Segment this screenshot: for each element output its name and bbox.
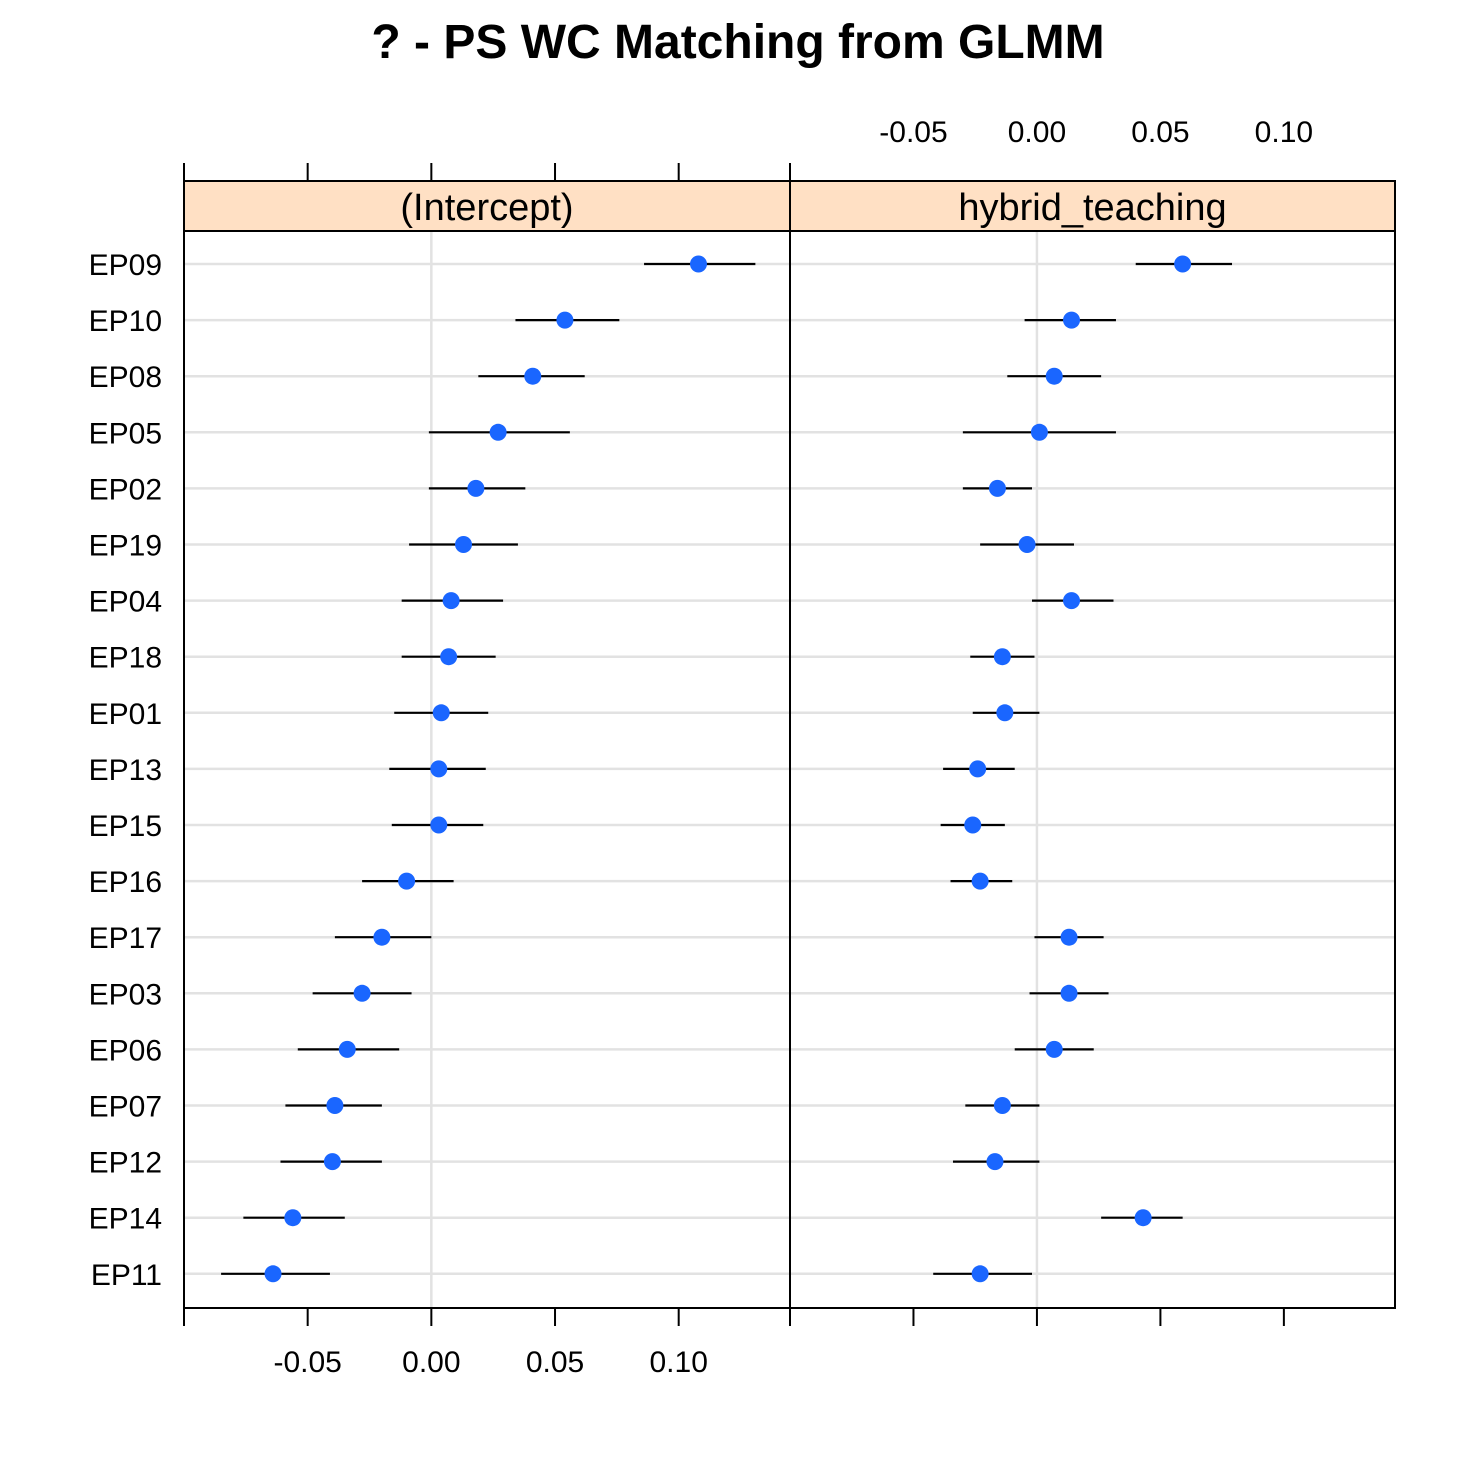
category-label-EP08: EP08 — [89, 361, 162, 394]
category-label-EP04: EP04 — [89, 586, 162, 619]
panel-1-point-EP18 — [440, 648, 458, 666]
panel-1-point-EP08 — [524, 367, 542, 385]
panel-2-point-EP16 — [971, 872, 989, 890]
panel-2-point-EP10 — [1063, 311, 1081, 329]
category-label-EP11: EP11 — [91, 1259, 162, 1292]
panel-1-point-EP12 — [323, 1153, 341, 1171]
panel-2-point-EP14 — [1134, 1209, 1152, 1227]
panel-1-strip-label: (Intercept) — [400, 187, 573, 229]
panel-1-point-EP10 — [556, 311, 574, 329]
panel-1-point-EP07 — [326, 1097, 344, 1114]
bottom-axis-tick-label: -0.05 — [273, 1346, 341, 1379]
category-label-EP12: EP12 — [89, 1147, 162, 1180]
panel-2-point-EP09 — [1174, 255, 1192, 273]
category-label-EP07: EP07 — [89, 1091, 162, 1124]
panel-2-point-EP08 — [1045, 367, 1063, 385]
panel-1-point-EP01 — [432, 704, 450, 722]
category-label-EP02: EP02 — [89, 473, 162, 506]
category-label-EP14: EP14 — [89, 1203, 162, 1236]
panel-2-point-EP13 — [969, 760, 987, 778]
panel-2-point-EP05 — [1030, 423, 1048, 441]
panel-2-point-EP18 — [993, 648, 1011, 666]
panel-2-point-EP17 — [1060, 928, 1078, 946]
top-axis-tick-label: -0.05 — [879, 116, 947, 149]
category-label-EP10: EP10 — [89, 305, 162, 338]
top-axis-tick-label: 0.00 — [1008, 116, 1066, 149]
panel-2-point-EP19 — [1018, 536, 1036, 553]
panel-1-point-EP19 — [455, 536, 473, 553]
panel-2-point-EP12 — [986, 1153, 1004, 1171]
plot-area: (Intercept) hybrid_teaching EP09 EP10 EP08 EP… — [89, 116, 1396, 1379]
top-axis-tick-label: 0.05 — [1131, 116, 1189, 149]
panel-2-point-EP01 — [996, 704, 1014, 722]
panel-2-point-EP15 — [964, 816, 982, 834]
bottom-axis-tick-label: 0.00 — [402, 1346, 460, 1379]
panel-1-point-EP13 — [430, 760, 448, 778]
category-label-EP19: EP19 — [89, 530, 162, 563]
panel-1-point-EP03 — [353, 984, 371, 1002]
panel-2-strip-label: hybrid_teaching — [958, 187, 1226, 229]
panel-1-point-EP14 — [284, 1209, 302, 1227]
panel-2-point-EP04 — [1063, 592, 1081, 610]
panel-2-point-EP02 — [988, 479, 1006, 497]
category-label-EP16: EP16 — [89, 866, 162, 899]
category-label-EP03: EP03 — [89, 978, 162, 1011]
category-label-EP09: EP09 — [89, 249, 162, 282]
panel-1-point-EP02 — [467, 479, 485, 497]
category-label-EP15: EP15 — [89, 810, 162, 843]
category-label-EP13: EP13 — [89, 754, 162, 787]
category-label-EP17: EP17 — [89, 922, 162, 955]
chart-title: ? - PS WC Matching from GLMM — [371, 16, 1104, 69]
category-label-EP06: EP06 — [89, 1034, 162, 1067]
panel-1-point-EP17 — [373, 928, 391, 946]
panel-1-point-EP06 — [338, 1040, 356, 1058]
panel-1-point-EP11 — [264, 1265, 282, 1283]
category-label-EP18: EP18 — [89, 642, 162, 675]
panel-2-point-EP06 — [1045, 1040, 1063, 1058]
bottom-axis-tick-label: 0.05 — [526, 1346, 584, 1379]
category-label-EP05: EP05 — [89, 417, 162, 450]
panel-1-point-EP09 — [689, 255, 707, 273]
panel-1-strip — [183, 180, 791, 232]
panel-1-point-EP16 — [398, 872, 416, 890]
top-axis-tick-label: 0.10 — [1255, 116, 1313, 149]
bottom-axis-tick-label: 0.10 — [649, 1346, 707, 1379]
panel-2-point-EP11 — [971, 1265, 989, 1283]
category-label-EP01: EP01 — [89, 698, 162, 731]
panel-1-point-EP04 — [442, 592, 460, 610]
panel-2-point-EP07 — [993, 1097, 1011, 1114]
panel-1-point-EP15 — [430, 816, 448, 834]
panel-2-strip — [789, 180, 1396, 232]
panel-1-point-EP05 — [489, 423, 507, 441]
panel-2-point-EP03 — [1060, 984, 1078, 1002]
